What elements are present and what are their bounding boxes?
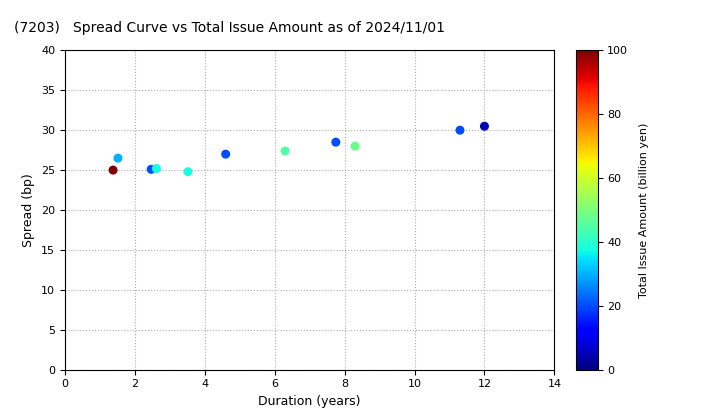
Text: (7203)   Spread Curve vs Total Issue Amount as of 2024/11/01: (7203) Spread Curve vs Total Issue Amoun… xyxy=(14,21,446,35)
Y-axis label: Total Issue Amount (billion yen): Total Issue Amount (billion yen) xyxy=(639,122,649,298)
Point xyxy=(479,123,490,129)
Point xyxy=(454,127,466,134)
Point xyxy=(150,165,162,172)
Point xyxy=(112,155,124,161)
X-axis label: Duration (years): Duration (years) xyxy=(258,395,361,408)
Point xyxy=(220,151,231,158)
Point xyxy=(349,143,361,150)
Point xyxy=(107,167,119,173)
Y-axis label: Spread (bp): Spread (bp) xyxy=(22,173,35,247)
Point xyxy=(145,166,157,173)
Point xyxy=(182,168,194,175)
Point xyxy=(330,139,341,145)
Point xyxy=(279,147,291,154)
